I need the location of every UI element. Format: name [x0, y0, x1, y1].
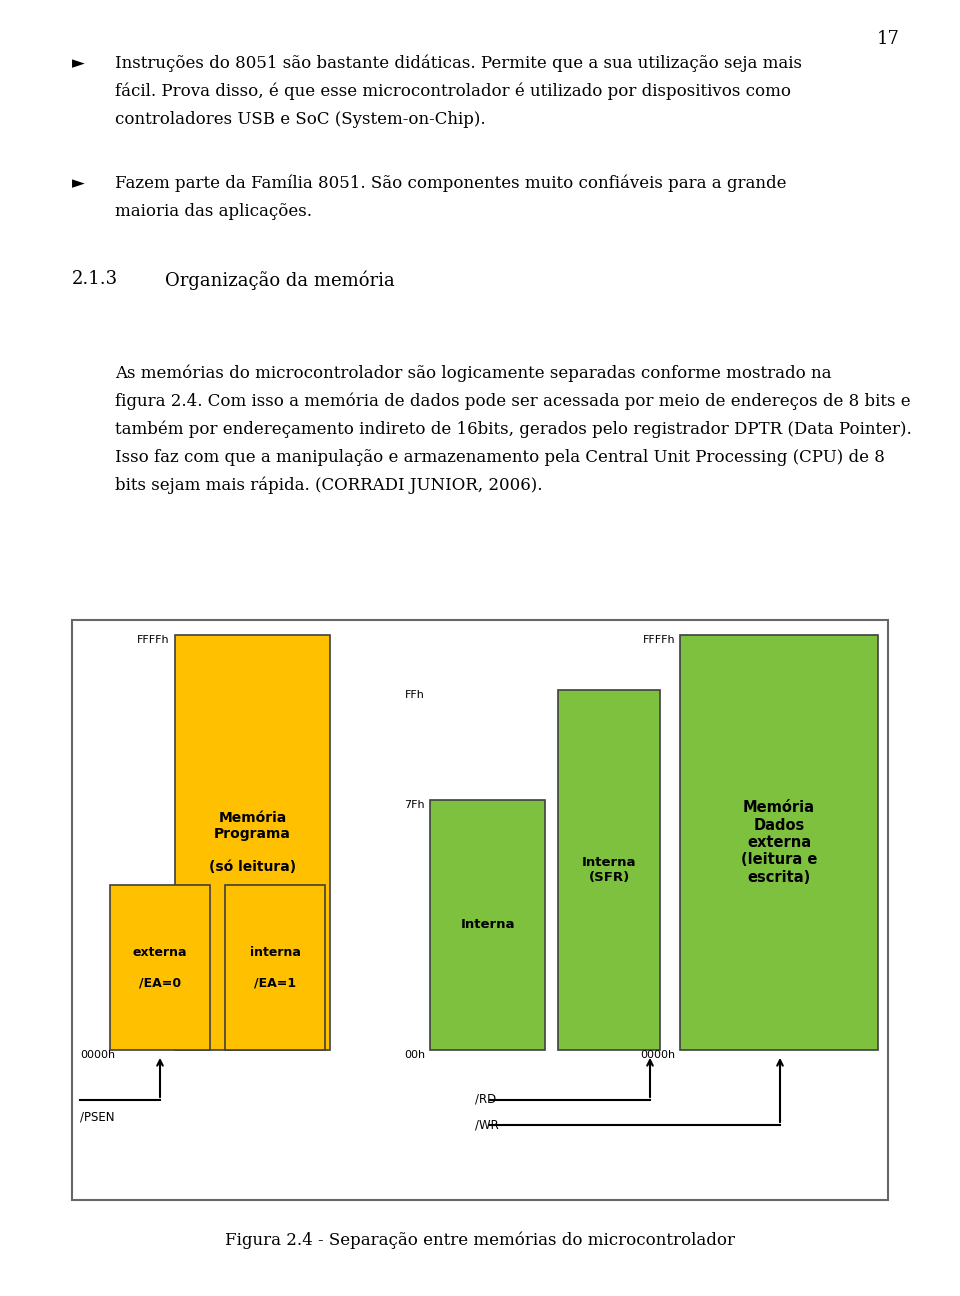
Bar	[680, 635, 878, 1050]
Bar	[558, 689, 660, 1050]
Text: Instruções do 8051 são bastante didáticas. Permite que a sua utilização seja mai: Instruções do 8051 são bastante didática…	[115, 54, 802, 73]
Text: 17: 17	[876, 30, 900, 48]
Text: 00h: 00h	[404, 1050, 425, 1060]
Text: Memória
Programa

(só leitura): Memória Programa (só leitura)	[209, 811, 296, 874]
Bar	[225, 885, 325, 1050]
Text: Organização da memória: Organização da memória	[165, 270, 395, 289]
Text: As memórias do microcontrolador são logicamente separadas conforme mostrado na: As memórias do microcontrolador são logi…	[115, 365, 831, 382]
Text: interna

/EA=1: interna /EA=1	[250, 946, 300, 989]
Bar	[175, 635, 330, 1050]
Text: /PSEN: /PSEN	[80, 1109, 114, 1124]
Bar	[72, 619, 888, 1200]
Text: 0000h: 0000h	[640, 1050, 675, 1060]
Text: /WR: /WR	[475, 1118, 499, 1131]
Text: FFFFh: FFFFh	[642, 635, 675, 645]
Text: Fazem parte da Família 8051. São componentes muito confiáveis para a grande: Fazem parte da Família 8051. São compone…	[115, 175, 786, 193]
Text: Figura 2.4 - Separação entre memórias do microcontrolador: Figura 2.4 - Separação entre memórias do…	[225, 1231, 735, 1249]
Text: maioria das aplicações.: maioria das aplicações.	[115, 203, 312, 220]
Text: Interna
(SFR): Interna (SFR)	[582, 855, 636, 884]
Text: ►: ►	[72, 175, 84, 192]
Text: externa

/EA=0: externa /EA=0	[132, 946, 187, 989]
Text: /RD: /RD	[475, 1093, 496, 1105]
Text: Memória
Dados
externa
(leitura e
escrita): Memória Dados externa (leitura e escrita…	[741, 800, 817, 885]
Text: Isso faz com que a manipulação e armazenamento pela Central Unit Processing (CPU: Isso faz com que a manipulação e armazen…	[115, 448, 885, 467]
Text: controladores USB e SoC (System-on-Chip).: controladores USB e SoC (System-on-Chip)…	[115, 111, 486, 128]
Text: 7Fh: 7Fh	[404, 800, 425, 810]
Bar	[110, 885, 210, 1050]
Text: bits sejam mais rápida. (CORRADI JUNIOR, 2006).: bits sejam mais rápida. (CORRADI JUNIOR,…	[115, 477, 542, 495]
Text: ►: ►	[72, 54, 84, 73]
Bar	[430, 800, 545, 1050]
Text: também por endereçamento indireto de 16bits, gerados pelo registrador DPTR (Data: também por endereçamento indireto de 16b…	[115, 421, 912, 438]
Text: FFh: FFh	[405, 689, 425, 700]
Text: 0000h: 0000h	[80, 1050, 115, 1060]
Text: figura 2.4. Com isso a memória de dados pode ser acessada por meio de endereços : figura 2.4. Com isso a memória de dados …	[115, 393, 911, 411]
Text: FFFFh: FFFFh	[137, 635, 170, 645]
Text: 2.1.3: 2.1.3	[72, 270, 118, 288]
Text: fácil. Prova disso, é que esse microcontrolador é utilizado por dispositivos com: fácil. Prova disso, é que esse microcont…	[115, 83, 791, 101]
Text: Interna: Interna	[460, 919, 515, 932]
